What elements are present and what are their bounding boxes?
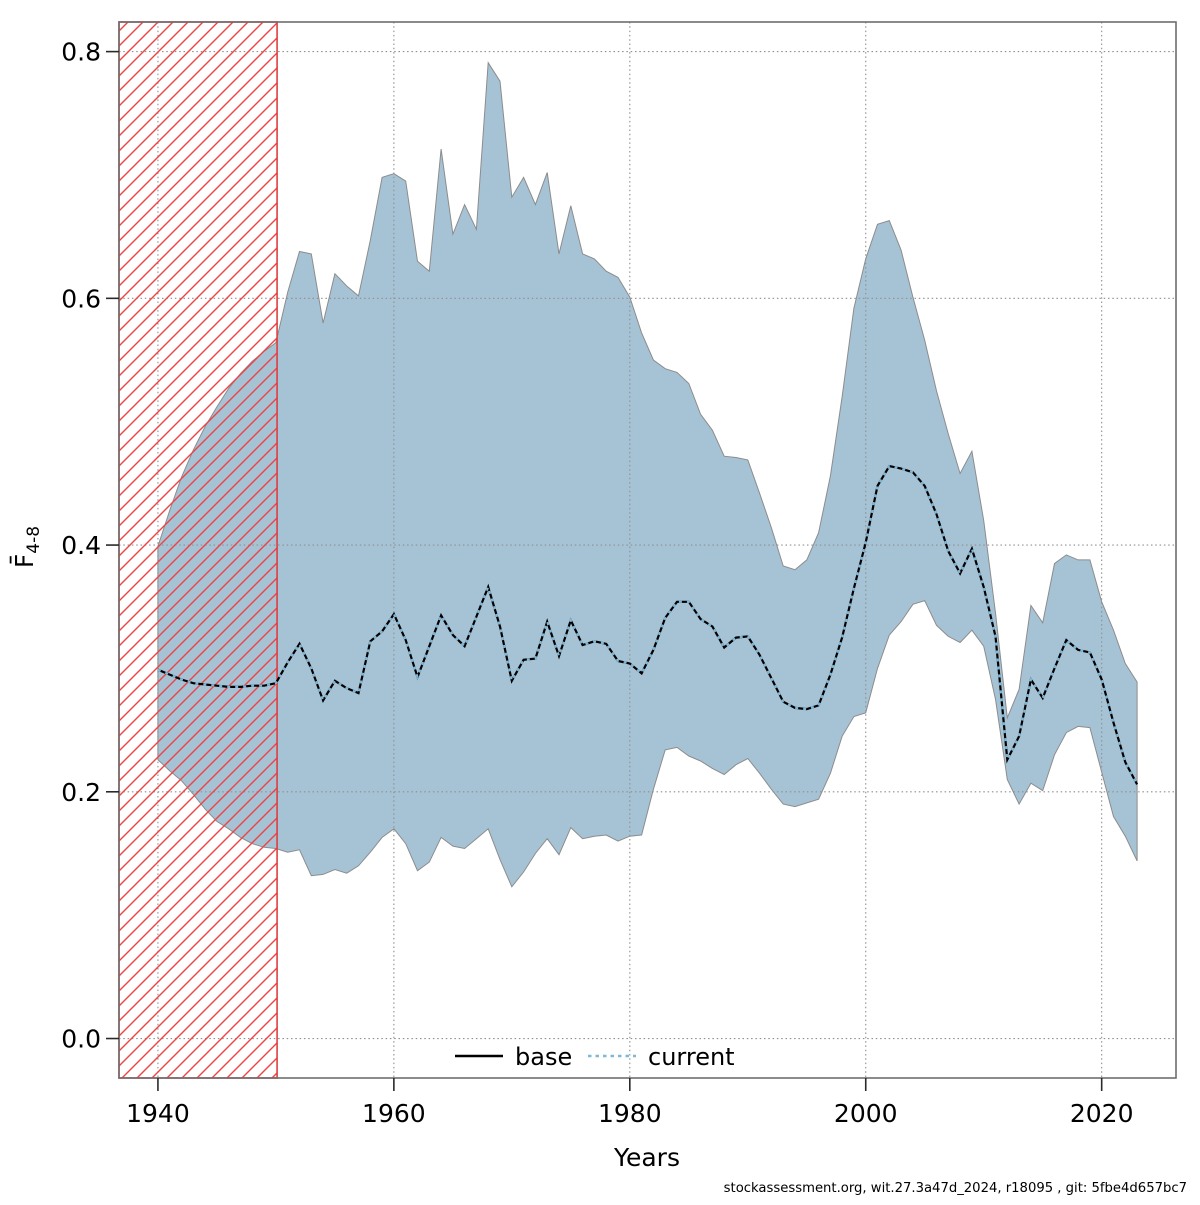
legend: base current xyxy=(455,1043,735,1071)
excluded-region-layer xyxy=(118,21,278,1079)
axis-ticks-layer: 1940 1960 1980 2000 2020 0.0 0.2 0.4 0.6 0.8 xyxy=(61,38,1133,1128)
confidence-band xyxy=(157,61,1138,888)
x-tick-label: 1960 xyxy=(362,1099,426,1128)
plot-border xyxy=(118,21,1177,1079)
x-tick-label: 2000 xyxy=(834,1099,898,1128)
y-axis-title-subscript: 4-8 xyxy=(24,526,44,554)
y-axis-title-main: F̄ xyxy=(9,554,39,568)
y-axis-title: F̄4-8 xyxy=(9,526,44,568)
footer-credit: stockassessment.org, wit.27.3a47d_2024, … xyxy=(724,1181,1187,1196)
x-tick-label: 1940 xyxy=(126,1099,190,1128)
current-line xyxy=(157,464,1139,785)
y-tick-label: 0.0 xyxy=(61,1025,101,1054)
excluded-years-hatch xyxy=(118,21,278,1079)
y-tick-label: 0.2 xyxy=(61,778,101,807)
legend-current-label: current xyxy=(648,1043,735,1071)
x-tick-label: 1980 xyxy=(598,1099,662,1128)
series-layer xyxy=(157,464,1139,785)
legend-base-label: base xyxy=(515,1043,572,1071)
y-tick-label: 0.6 xyxy=(61,284,101,313)
y-tick-label: 0.8 xyxy=(61,38,101,67)
confidence-band-layer xyxy=(157,61,1138,888)
y-tick-label: 0.4 xyxy=(61,531,101,560)
x-axis-title: Years xyxy=(613,1143,680,1172)
x-tick-label: 2020 xyxy=(1070,1099,1134,1128)
